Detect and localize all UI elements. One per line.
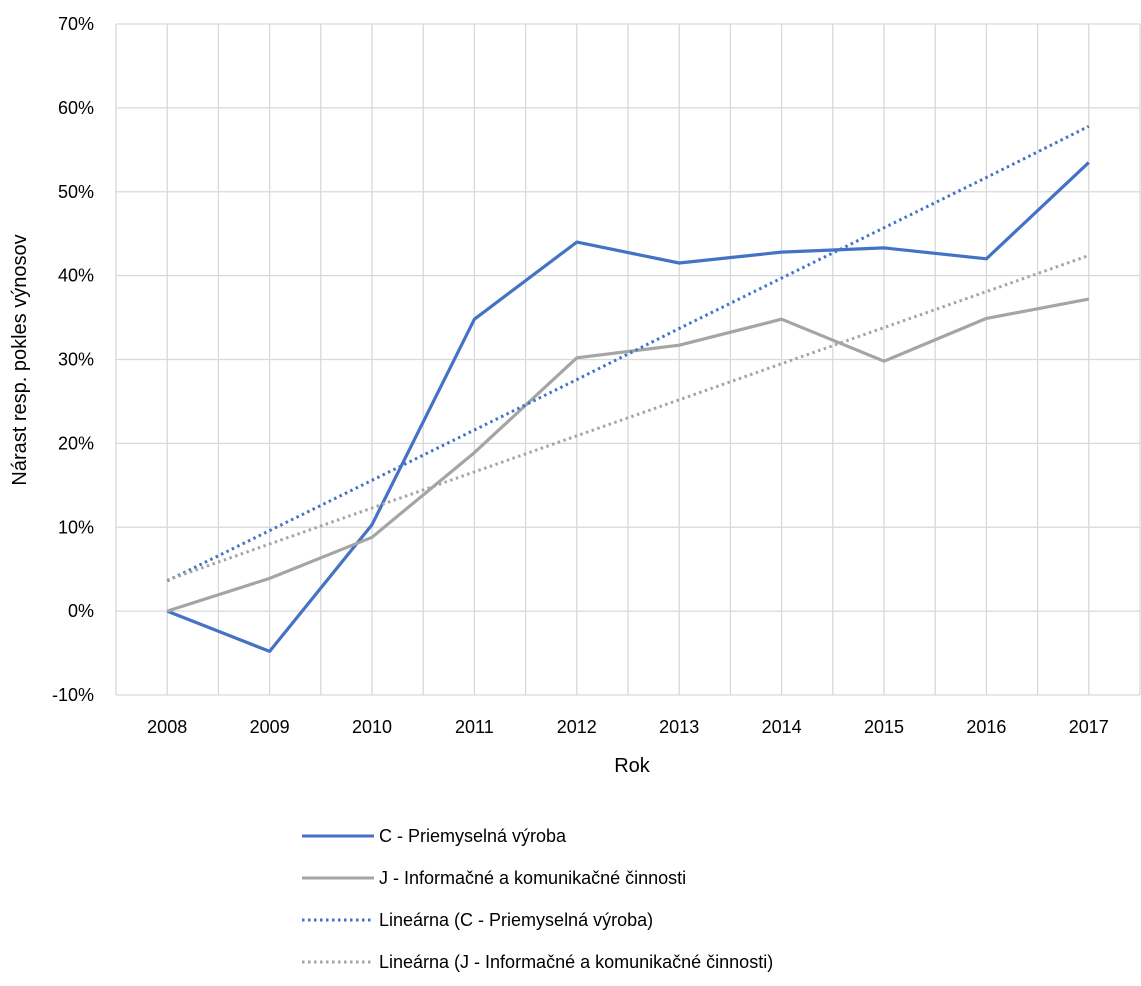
legend: C - Priemyselná výroba J - Informačné a k… xyxy=(302,826,773,972)
series-lines xyxy=(166,124,1090,654)
legend-label: Lineárna (C - Priemyselná výroba) xyxy=(379,910,653,930)
x-tick-label: 2010 xyxy=(352,717,392,737)
legend-item-0: C - Priemyselná výroba xyxy=(302,826,567,846)
y-tick-label: -10% xyxy=(52,685,94,705)
grid-lines xyxy=(115,23,1141,696)
x-tick-label: 2012 xyxy=(557,717,597,737)
x-tick-label: 2009 xyxy=(250,717,290,737)
y-axis-title: Nárast resp. pokles výnosov xyxy=(9,234,31,485)
y-tick-label: 40% xyxy=(58,266,94,286)
y-tick-label: 10% xyxy=(58,517,94,537)
y-axis-ticks: -10% 0% 10% 20% 30% 40% 50% 60% 70% xyxy=(52,14,94,705)
x-tick-label: 2015 xyxy=(864,717,904,737)
y-tick-label: 0% xyxy=(68,601,94,621)
series-line-3 xyxy=(166,254,1090,582)
x-axis-ticks: 2008 2009 2010 2011 2012 2013 2014 2015 2016 2017 xyxy=(147,717,1109,737)
series-line-0 xyxy=(166,161,1090,654)
x-tick-label: 2016 xyxy=(966,717,1006,737)
y-tick-label: 60% xyxy=(58,98,94,118)
x-axis-title: Rok xyxy=(614,755,651,777)
x-tick-label: 2014 xyxy=(762,717,802,737)
legend-item-1: J - Informačné a komunikačné činnosti xyxy=(302,868,686,888)
legend-label: Lineárna (J - Informačné a komunikačné č… xyxy=(379,952,773,972)
x-tick-label: 2008 xyxy=(147,717,187,737)
y-tick-label: 20% xyxy=(58,433,94,453)
legend-item-2: Lineárna (C - Priemyselná výroba) xyxy=(302,910,653,930)
legend-item-3: Lineárna (J - Informačné a komunikačné č… xyxy=(302,952,773,972)
series-line-1 xyxy=(166,297,1090,613)
y-tick-label: 30% xyxy=(58,350,94,370)
x-tick-label: 2013 xyxy=(659,717,699,737)
legend-label: J - Informačné a komunikačné činnosti xyxy=(379,868,686,888)
y-tick-label: 50% xyxy=(58,182,94,202)
legend-label: C - Priemyselná výroba xyxy=(379,826,567,846)
x-tick-label: 2011 xyxy=(455,717,494,737)
x-tick-label: 2017 xyxy=(1069,717,1109,737)
y-tick-label: 70% xyxy=(58,14,94,34)
